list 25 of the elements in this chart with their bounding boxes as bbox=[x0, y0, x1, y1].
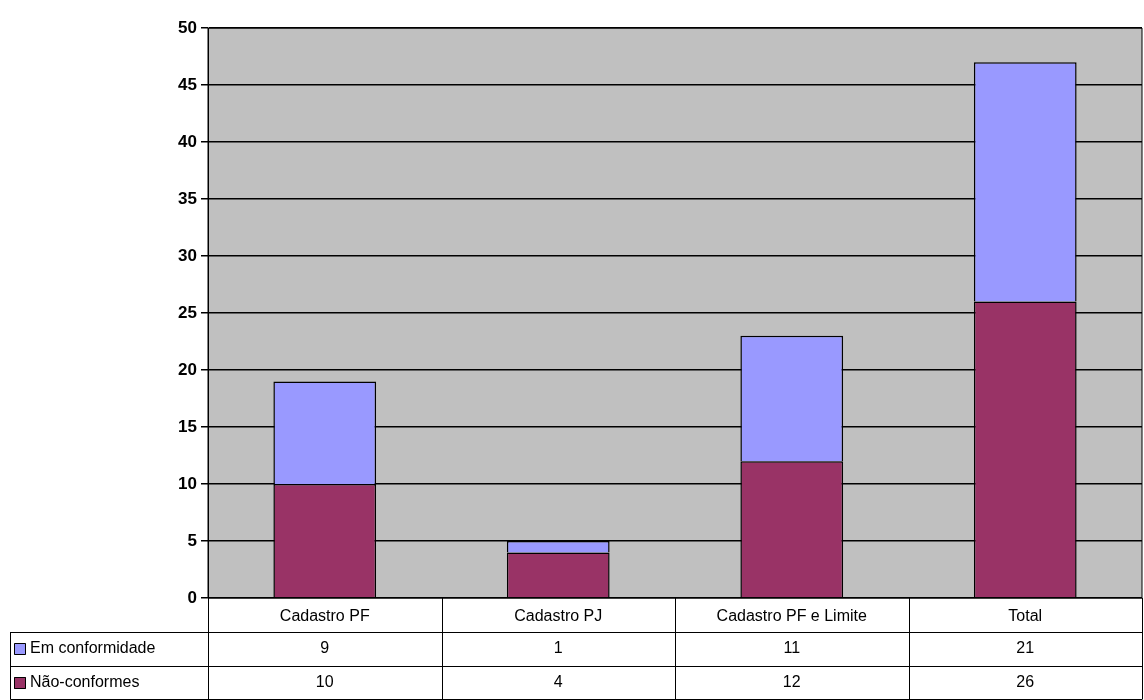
legend-label: Em conformidade bbox=[30, 639, 156, 657]
data-label: 1 bbox=[553, 639, 563, 657]
y-tick-label: 10 bbox=[178, 473, 197, 493]
x-tick-label: Total bbox=[1008, 607, 1043, 625]
y-tick-label: 35 bbox=[178, 188, 197, 208]
data-label: 21 bbox=[1016, 639, 1035, 657]
legend-label: Não-conformes bbox=[30, 673, 140, 691]
y-tick-label: 30 bbox=[178, 245, 197, 265]
y-tick-label: 50 bbox=[178, 17, 197, 37]
y-tick-label: 25 bbox=[178, 302, 197, 322]
data-label: 12 bbox=[782, 673, 801, 691]
y-tick-label: 45 bbox=[178, 74, 197, 94]
data-label: 4 bbox=[553, 673, 563, 691]
x-tick-label: Cadastro PJ bbox=[514, 607, 603, 625]
data-label: 26 bbox=[1016, 673, 1035, 691]
y-tick-label: 0 bbox=[187, 587, 197, 607]
data-label: 10 bbox=[315, 673, 334, 691]
y-tick-label: 20 bbox=[178, 359, 197, 379]
y-tick-label: 5 bbox=[187, 530, 197, 550]
data-label: 9 bbox=[320, 639, 330, 657]
y-tick-label: 40 bbox=[178, 131, 197, 151]
y-tick-label: 15 bbox=[178, 416, 197, 436]
x-tick-label: Cadastro PF bbox=[279, 607, 370, 625]
x-tick-label: Cadastro PF e Limite bbox=[716, 607, 867, 625]
data-label: 11 bbox=[783, 639, 801, 657]
